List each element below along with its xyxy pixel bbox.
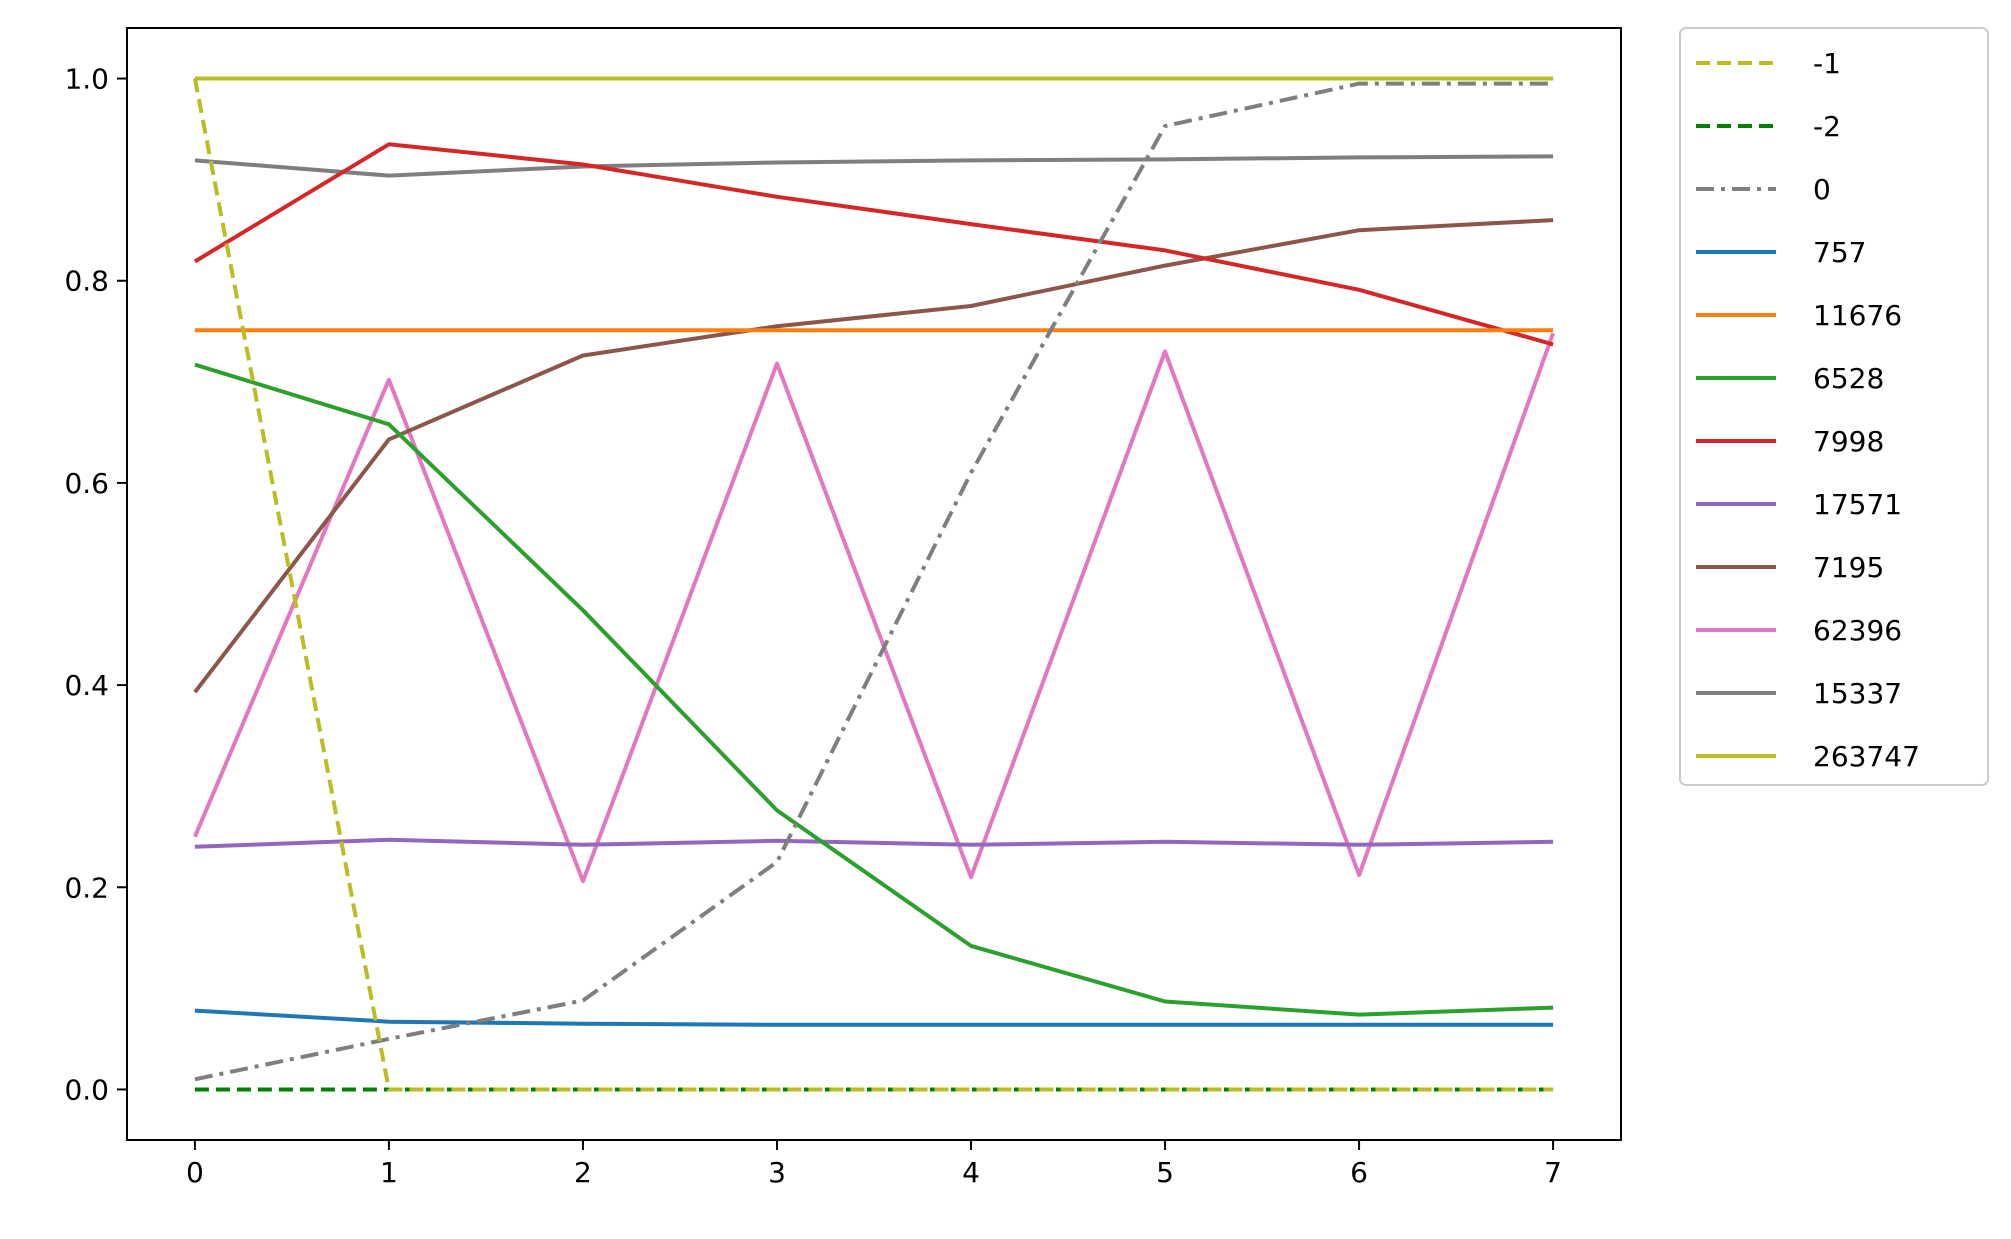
legend-label-757: 757 — [1813, 236, 1866, 269]
legend-label-7998: 7998 — [1813, 425, 1884, 458]
y-tick-label: 0.6 — [64, 467, 109, 500]
series-line-15337 — [194, 154, 1554, 178]
legend-label-7195: 7195 — [1813, 551, 1884, 584]
series-line-757 — [194, 1008, 1554, 1027]
legend-label-15337: 15337 — [1813, 677, 1902, 710]
series-line-6528 — [194, 362, 1554, 1017]
series-layer — [192, 76, 1555, 1092]
series-line-7998 — [193, 142, 1554, 347]
legend-label-62396: 62396 — [1813, 614, 1902, 647]
series-line-62396 — [193, 332, 1555, 884]
plot-frame — [126, 27, 1622, 1141]
legend-label-263747: 263747 — [1813, 740, 1920, 773]
series-line--1 — [192, 78, 1554, 1092]
x-tick-label: 7 — [1544, 1156, 1562, 1189]
series-line-0 — [194, 81, 1554, 1082]
x-tick-label: 2 — [574, 1156, 592, 1189]
legend: -1 -2 0 757 11676 6528 7998 17571 7195 62396 15337… — [1679, 27, 1989, 786]
y-tick-label: 0.8 — [64, 265, 109, 298]
series-line-17571 — [194, 837, 1554, 849]
x-tick-label: 5 — [1156, 1156, 1174, 1189]
x-tick-label: 4 — [962, 1156, 980, 1189]
y-tick-label: 0.4 — [64, 669, 109, 702]
y-tick-label: 0.0 — [64, 1073, 109, 1106]
x-tick-label: 0 — [186, 1156, 204, 1189]
x-tick-label: 1 — [380, 1156, 398, 1189]
legend-label-0: 0 — [1813, 173, 1831, 206]
y-tick-label: 0.2 — [64, 871, 109, 904]
legend-box — [1679, 27, 1989, 786]
y-axis: 0.0 0.2 0.4 0.6 0.8 1.0 — [64, 63, 127, 1106]
series-line-7195 — [193, 218, 1554, 694]
legend-label--2: -2 — [1813, 110, 1841, 143]
legend-label-6528: 6528 — [1813, 362, 1884, 395]
legend-label-11676: 11676 — [1813, 299, 1902, 332]
legend-label--1: -1 — [1813, 47, 1841, 80]
y-tick-label: 1.0 — [64, 63, 109, 96]
legend-label-17571: 17571 — [1813, 488, 1902, 521]
x-tick-label: 6 — [1350, 1156, 1368, 1189]
x-axis: 0 1 2 3 4 5 6 7 — [186, 1140, 1562, 1189]
x-tick-label: 3 — [768, 1156, 786, 1189]
